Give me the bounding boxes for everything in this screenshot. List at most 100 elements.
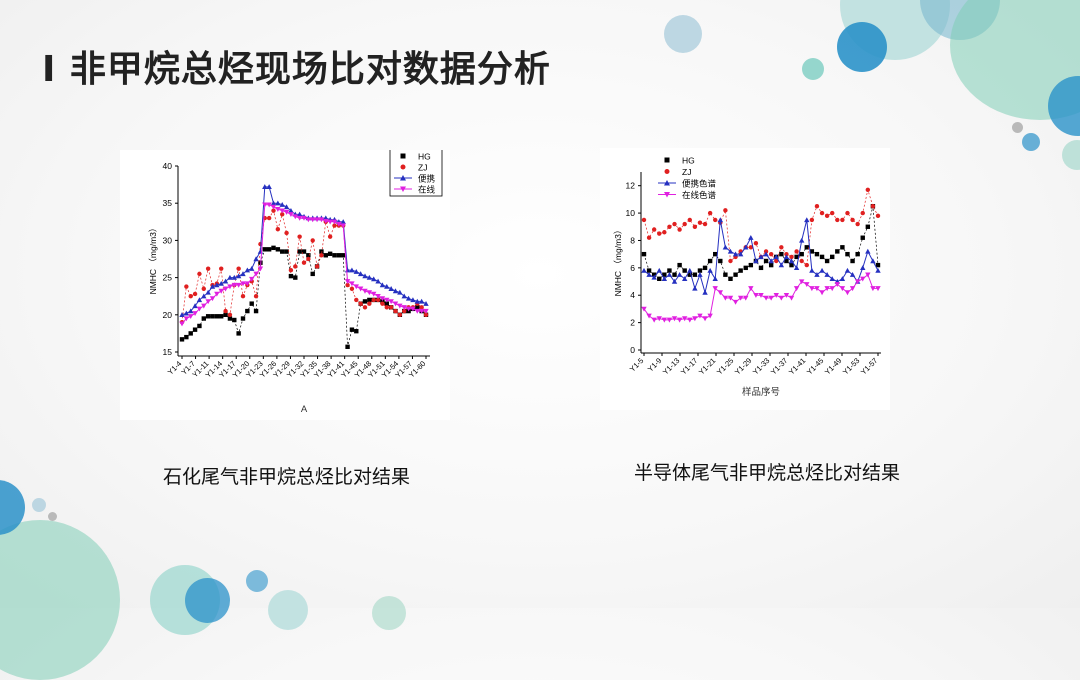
data-point (778, 295, 785, 301)
data-point (375, 294, 381, 299)
data-point (646, 313, 652, 319)
x-tick-label: Y1-29 (733, 356, 754, 377)
data-point (371, 291, 377, 297)
data-point (340, 223, 346, 229)
data-point (201, 286, 206, 291)
data-point (641, 306, 647, 312)
data-point (723, 272, 728, 277)
data-point (188, 308, 194, 314)
data-point (349, 286, 355, 291)
data-point (661, 276, 668, 281)
data-point (672, 221, 677, 227)
data-point (349, 267, 355, 273)
data-point (692, 272, 698, 277)
data-point (860, 235, 865, 240)
data-point (814, 251, 820, 257)
data-point (310, 238, 315, 243)
data-point (192, 327, 198, 332)
data-point (188, 314, 194, 319)
data-point (671, 316, 678, 322)
data-point (682, 221, 687, 227)
data-point (292, 214, 298, 220)
data-point (223, 312, 228, 317)
data-point (397, 289, 403, 295)
data-point (728, 258, 733, 264)
data-point (345, 344, 350, 349)
y-axis-label: NMHC （mg/m3） (148, 224, 158, 295)
data-point (641, 267, 647, 273)
data-point (763, 295, 769, 301)
data-point (702, 316, 708, 322)
data-point (384, 301, 389, 306)
data-point (860, 276, 866, 282)
data-point (344, 267, 351, 273)
data-point (768, 295, 774, 301)
legend-label: HG (418, 152, 431, 162)
data-point (354, 297, 359, 303)
data-point (201, 293, 207, 299)
data-point (687, 267, 693, 273)
data-point (865, 187, 871, 192)
data-point (179, 312, 185, 317)
data-point (197, 271, 202, 277)
data-point (758, 293, 764, 298)
data-point (405, 306, 412, 312)
data-point (727, 295, 734, 301)
data-point (717, 217, 724, 223)
data-point (835, 249, 840, 254)
series-3 (641, 217, 881, 295)
data-point (824, 286, 830, 292)
y-tick-label: 40 (163, 161, 173, 171)
legend-marker (400, 186, 406, 192)
data-point (712, 276, 718, 281)
data-point (253, 294, 259, 299)
data-point (240, 281, 246, 287)
data-point (384, 283, 390, 289)
data-point (293, 275, 298, 280)
data-point (393, 308, 398, 314)
data-point (336, 253, 342, 258)
data-point (651, 227, 657, 232)
data-point (824, 213, 830, 219)
data-point (283, 209, 290, 215)
data-point (702, 221, 708, 227)
data-point (737, 295, 744, 301)
data-point (865, 224, 871, 229)
data-point (232, 317, 237, 323)
data-point (218, 280, 224, 286)
data-point (375, 297, 381, 303)
data-point (183, 310, 190, 316)
data-point (814, 271, 820, 277)
decor-circle (0, 520, 120, 680)
data-point (340, 219, 346, 224)
data-point (253, 271, 259, 277)
data-point (357, 286, 364, 292)
data-point (367, 301, 372, 306)
data-point (353, 284, 359, 290)
x-tick-label: Y1-5 (628, 356, 646, 374)
data-point (279, 201, 285, 207)
data-point (783, 293, 790, 298)
data-point (288, 207, 294, 213)
data-point (375, 278, 381, 284)
data-point (783, 254, 790, 260)
data-point (819, 267, 825, 273)
data-point (205, 299, 211, 305)
data-point (280, 212, 285, 217)
data-point (414, 298, 420, 304)
data-point (722, 244, 729, 250)
data-point (301, 249, 307, 254)
y-tick-label: 6 (630, 263, 635, 273)
data-point (357, 271, 364, 277)
x-axis-label: 样品序号 (742, 386, 780, 398)
data-point (662, 230, 667, 235)
data-point (839, 286, 846, 292)
data-point (210, 314, 215, 319)
data-point (270, 204, 277, 210)
data-point (306, 256, 311, 262)
data-point (275, 227, 281, 232)
y-tick-label: 12 (626, 181, 636, 191)
data-point (728, 276, 733, 281)
data-point (205, 266, 211, 271)
data-point (855, 251, 860, 257)
